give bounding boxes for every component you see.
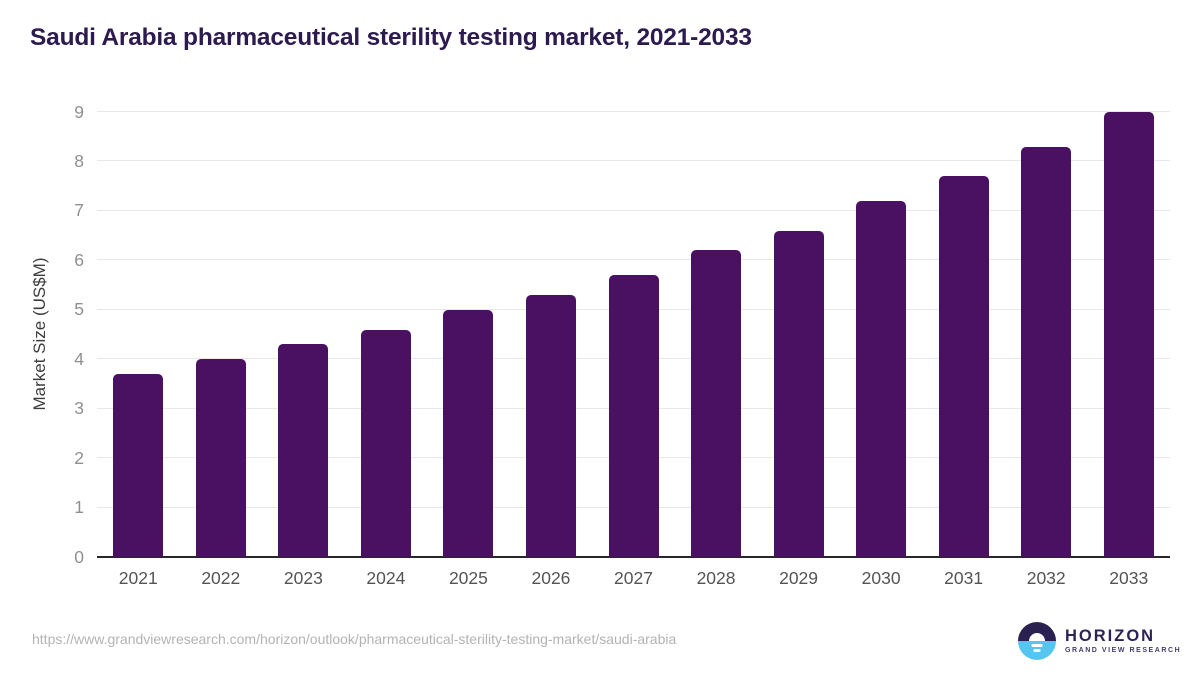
- x-axis-line: [97, 556, 1170, 558]
- x-axis-tick-label: 2025: [448, 568, 488, 588]
- x-axis-tick-label: 2026: [531, 568, 571, 588]
- bar-2027: [608, 275, 659, 557]
- sun-icon: [1029, 633, 1045, 641]
- x-axis-tick-label: 2023: [283, 568, 323, 588]
- bar-2028: [691, 250, 742, 557]
- y-axis-tick-label: 7: [74, 200, 84, 221]
- y-axis-tick-label: 1: [74, 496, 84, 517]
- gridline: [97, 259, 1170, 261]
- x-axis-tick-label: 2022: [201, 568, 241, 588]
- plot-area: 0 1 2 3 4 5 6 7 8 9 2021 2022 2023 2024 2025 2026 2027 20…: [74, 103, 1170, 587]
- bar-2030: [856, 201, 907, 557]
- y-axis-tick-label: 5: [74, 299, 84, 320]
- gridline: [97, 209, 1170, 211]
- bar-2022: [195, 359, 246, 557]
- x-axis-tick-label: 2021: [118, 568, 158, 588]
- bar-2024: [360, 329, 411, 557]
- bar-2021: [113, 374, 164, 557]
- x-axis-tick-label: 2024: [366, 568, 406, 588]
- bar-2026: [525, 294, 576, 557]
- y-axis-tick-label: 6: [74, 249, 84, 270]
- chart-title: Saudi Arabia pharmaceutical sterility te…: [30, 24, 752, 51]
- sun-reflection-line: [1033, 649, 1041, 652]
- x-axis-tick-label: 2031: [944, 568, 984, 588]
- horizon-logo-text: HORIZON GRAND VIEW RESEARCH: [1065, 628, 1181, 655]
- horizon-logo-icon: [1018, 622, 1056, 660]
- x-axis-tick-label: 2030: [861, 568, 901, 588]
- bar-2023: [278, 344, 329, 557]
- y-axis-tick-label: 8: [74, 150, 84, 171]
- bar-2025: [443, 309, 494, 557]
- x-axis-tick-label: 2028: [696, 568, 736, 588]
- y-axis-tick-label: 2: [74, 447, 84, 468]
- logo-name: HORIZON: [1065, 626, 1156, 645]
- y-axis-title: Market Size (US$M): [30, 257, 49, 411]
- gridline: [97, 160, 1170, 162]
- gridline: [97, 111, 1170, 112]
- y-axis-tick-label: 3: [74, 397, 84, 418]
- horizon-logo: HORIZON GRAND VIEW RESEARCH: [1018, 622, 1181, 660]
- bar-2029: [773, 230, 824, 557]
- bar-2033: [1103, 112, 1154, 557]
- y-axis-tick-label: 4: [74, 348, 84, 369]
- x-axis-tick-label: 2032: [1026, 568, 1066, 588]
- x-axis-tick-label: 2033: [1109, 568, 1149, 588]
- y-axis-tick-label: 9: [74, 101, 84, 122]
- logo-subtitle: GRAND VIEW RESEARCH: [1065, 647, 1182, 655]
- bar-2032: [1021, 146, 1072, 557]
- x-axis-tick-label: 2029: [779, 568, 819, 588]
- source-url: https://www.grandviewresearch.com/horizo…: [32, 631, 677, 647]
- y-axis-tick-label: 0: [74, 546, 84, 567]
- x-axis-tick-label: 2027: [614, 568, 653, 588]
- sun-reflection-line: [1031, 644, 1043, 647]
- bar-2031: [938, 176, 989, 557]
